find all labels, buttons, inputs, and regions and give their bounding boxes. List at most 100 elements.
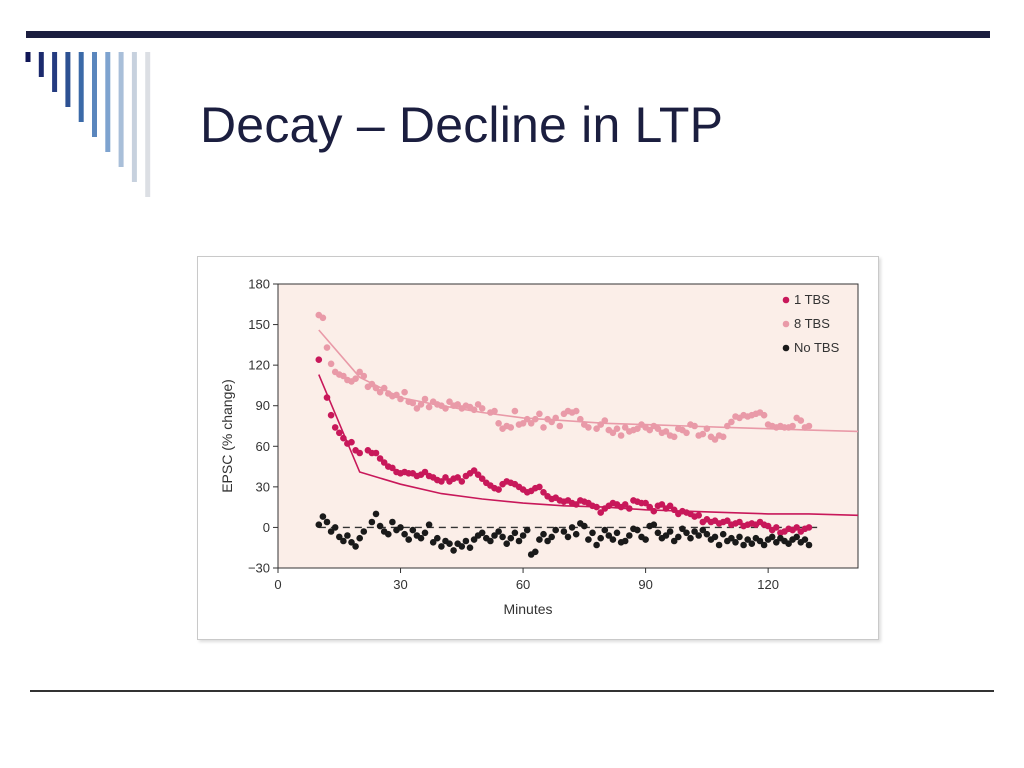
point-no-tbs bbox=[654, 529, 662, 537]
point-no-tbs bbox=[601, 526, 609, 534]
point-8-tbs bbox=[323, 344, 331, 351]
point-no-tbs bbox=[744, 536, 751, 543]
point-1-tbs bbox=[626, 505, 633, 512]
point-no-tbs bbox=[605, 532, 613, 539]
point-no-tbs bbox=[487, 537, 494, 545]
legend-label: 8 TBS bbox=[794, 316, 830, 331]
point-no-tbs bbox=[736, 533, 743, 541]
point-1-tbs bbox=[458, 478, 466, 485]
point-8-tbs bbox=[527, 420, 535, 427]
point-no-tbs bbox=[446, 540, 453, 547]
point-no-tbs bbox=[670, 537, 678, 545]
point-8-tbs bbox=[340, 372, 347, 380]
point-no-tbs bbox=[450, 547, 457, 554]
point-no-tbs bbox=[642, 536, 649, 543]
point-no-tbs bbox=[523, 526, 531, 534]
point-no-tbs bbox=[773, 539, 780, 546]
point-1-tbs bbox=[764, 522, 772, 530]
point-1-tbs bbox=[540, 489, 547, 496]
point-8-tbs bbox=[519, 420, 527, 427]
point-8-tbs bbox=[409, 399, 417, 407]
point-8-tbs bbox=[703, 425, 711, 432]
point-no-tbs bbox=[805, 541, 813, 549]
point-no-tbs bbox=[499, 533, 506, 541]
point-no-tbs bbox=[507, 534, 515, 542]
point-no-tbs bbox=[429, 539, 437, 546]
point-8-tbs bbox=[319, 314, 327, 322]
point-no-tbs bbox=[532, 548, 539, 556]
point-8-tbs bbox=[662, 428, 670, 435]
x-tick-label: 0 bbox=[274, 577, 281, 592]
point-8-tbs bbox=[523, 415, 531, 423]
point-1-tbs bbox=[327, 411, 335, 419]
point-no-tbs bbox=[548, 533, 555, 541]
point-1-tbs bbox=[536, 483, 543, 491]
point-8-tbs bbox=[368, 380, 376, 388]
point-8-tbs bbox=[634, 425, 641, 432]
point-8-tbs bbox=[352, 375, 359, 382]
point-1-tbs bbox=[724, 517, 731, 524]
point-no-tbs bbox=[425, 521, 433, 528]
point-8-tbs bbox=[421, 395, 429, 403]
point-no-tbs bbox=[650, 521, 658, 528]
decay-chart: −30 0 30 60 90 120 150 180 0 30 60 90 120 Minutes EPSC… bbox=[219, 277, 859, 617]
point-no-tbs bbox=[544, 537, 551, 545]
point-no-tbs bbox=[470, 536, 478, 543]
point-8-tbs bbox=[617, 432, 625, 439]
legend-label: No TBS bbox=[794, 340, 840, 355]
point-8-tbs bbox=[724, 422, 731, 430]
point-1-tbs bbox=[442, 474, 449, 481]
point-8-tbs bbox=[683, 429, 690, 437]
legend-marker bbox=[782, 344, 790, 352]
point-1-tbs bbox=[642, 499, 649, 507]
x-tick-label: 90 bbox=[638, 577, 652, 592]
x-tick-label: 120 bbox=[757, 577, 779, 592]
point-no-tbs bbox=[376, 522, 384, 530]
point-no-tbs bbox=[560, 528, 568, 535]
point-8-tbs bbox=[728, 418, 735, 426]
point-no-tbs bbox=[585, 536, 592, 543]
point-8-tbs bbox=[478, 405, 486, 412]
point-no-tbs bbox=[438, 543, 445, 550]
point-8-tbs bbox=[670, 433, 678, 441]
y-axis-title: EPSC (% change) bbox=[219, 379, 235, 493]
point-1-tbs bbox=[376, 455, 384, 462]
point-no-tbs bbox=[434, 534, 441, 542]
x-axis-title: Minutes bbox=[503, 601, 552, 617]
point-no-tbs bbox=[458, 543, 466, 550]
legend-marker bbox=[782, 296, 790, 304]
point-no-tbs bbox=[621, 537, 629, 545]
point-no-tbs bbox=[715, 541, 723, 549]
point-no-tbs bbox=[491, 532, 498, 539]
point-1-tbs bbox=[805, 524, 813, 531]
legend-label: 1 TBS bbox=[794, 292, 830, 307]
chart-figure: −30 0 30 60 90 120 150 180 0 30 60 90 120 Minutes EPSC… bbox=[197, 256, 879, 640]
point-no-tbs bbox=[401, 530, 408, 538]
point-8-tbs bbox=[572, 407, 580, 415]
point-no-tbs bbox=[568, 524, 576, 531]
point-1-tbs bbox=[495, 486, 502, 493]
point-no-tbs bbox=[323, 518, 331, 526]
point-8-tbs bbox=[511, 407, 519, 415]
point-no-tbs bbox=[466, 544, 474, 551]
point-1-tbs bbox=[380, 459, 388, 466]
point-8-tbs bbox=[360, 372, 368, 380]
point-no-tbs bbox=[572, 530, 580, 538]
point-8-tbs bbox=[585, 424, 592, 431]
point-no-tbs bbox=[405, 536, 412, 543]
point-no-tbs bbox=[683, 529, 690, 537]
point-no-tbs bbox=[732, 539, 739, 546]
point-no-tbs bbox=[360, 528, 368, 535]
point-1-tbs bbox=[340, 434, 347, 442]
point-8-tbs bbox=[601, 417, 609, 424]
point-1-tbs bbox=[470, 467, 478, 474]
y-tick-label: 120 bbox=[248, 358, 270, 373]
point-no-tbs bbox=[719, 530, 727, 538]
point-no-tbs bbox=[327, 528, 335, 535]
point-no-tbs bbox=[801, 536, 809, 543]
point-8-tbs bbox=[593, 425, 600, 432]
point-no-tbs bbox=[331, 524, 339, 531]
point-8-tbs bbox=[797, 417, 805, 424]
point-no-tbs bbox=[511, 529, 519, 537]
point-1-tbs bbox=[331, 424, 339, 431]
